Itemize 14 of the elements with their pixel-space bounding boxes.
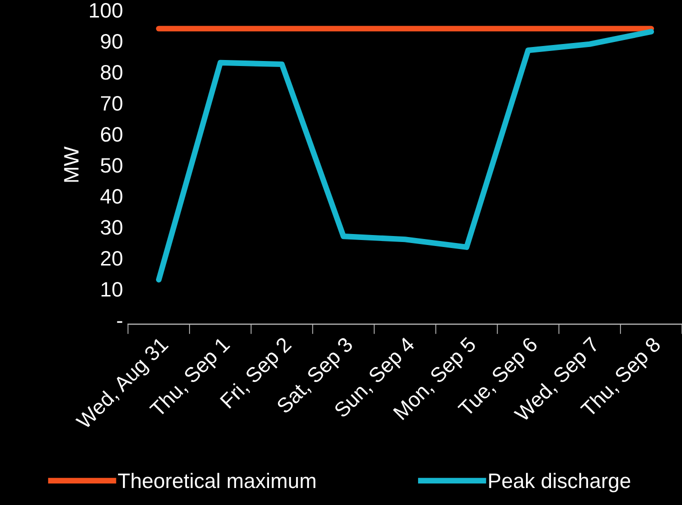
y-tick-label: 50 bbox=[100, 158, 122, 173]
y-axis-title: MW bbox=[64, 146, 79, 182]
y-tick-label: 10 bbox=[102, 282, 122, 297]
y-tick-label: 90 bbox=[100, 34, 122, 49]
y-tick-label: 100 bbox=[90, 3, 122, 18]
y-tick-label: - bbox=[117, 321, 122, 323]
legend-label: Peak discharge bbox=[489, 472, 630, 492]
legend-label: Theoretical maximum bbox=[118, 472, 316, 488]
y-tick-label: 30 bbox=[100, 220, 122, 235]
y-tick-label: 80 bbox=[100, 65, 122, 80]
y-tick-label: 70 bbox=[101, 96, 122, 111]
y-tick-label: 40 bbox=[100, 189, 122, 204]
y-tick-label: 20 bbox=[101, 251, 122, 266]
y-tick-label: 60 bbox=[101, 127, 122, 142]
